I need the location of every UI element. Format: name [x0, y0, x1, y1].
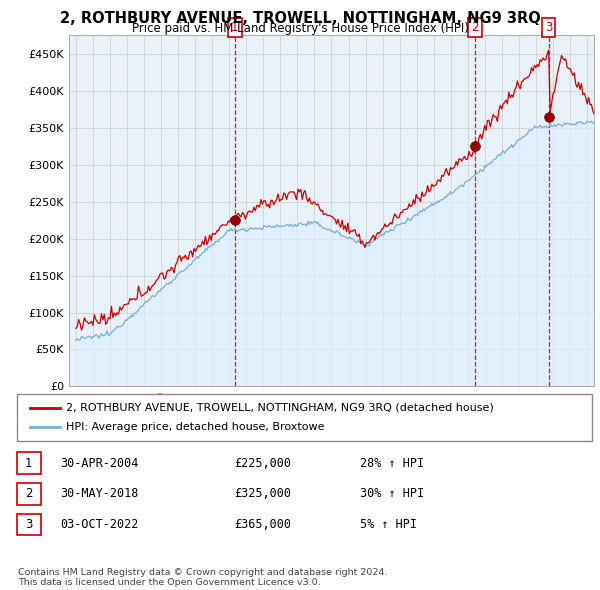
Text: £365,000: £365,000 — [234, 518, 291, 531]
Text: 30-APR-2004: 30-APR-2004 — [60, 457, 139, 470]
Text: 2: 2 — [25, 487, 32, 500]
Text: Price paid vs. HM Land Registry's House Price Index (HPI): Price paid vs. HM Land Registry's House … — [131, 22, 469, 35]
Text: Contains HM Land Registry data © Crown copyright and database right 2024.
This d: Contains HM Land Registry data © Crown c… — [18, 568, 388, 587]
Text: 30-MAY-2018: 30-MAY-2018 — [60, 487, 139, 500]
Text: 2, ROTHBURY AVENUE, TROWELL, NOTTINGHAM, NG9 3RQ (detached house): 2, ROTHBURY AVENUE, TROWELL, NOTTINGHAM,… — [66, 403, 494, 412]
Text: 30% ↑ HPI: 30% ↑ HPI — [360, 487, 424, 500]
Text: £325,000: £325,000 — [234, 487, 291, 500]
Text: 1: 1 — [231, 21, 239, 34]
Text: £225,000: £225,000 — [234, 457, 291, 470]
Text: 2, ROTHBURY AVENUE, TROWELL, NOTTINGHAM, NG9 3RQ: 2, ROTHBURY AVENUE, TROWELL, NOTTINGHAM,… — [59, 11, 541, 25]
Text: 1: 1 — [25, 457, 32, 470]
Text: 03-OCT-2022: 03-OCT-2022 — [60, 518, 139, 531]
Text: 5% ↑ HPI: 5% ↑ HPI — [360, 518, 417, 531]
Text: 3: 3 — [545, 21, 553, 34]
Text: HPI: Average price, detached house, Broxtowe: HPI: Average price, detached house, Brox… — [66, 422, 325, 432]
Text: 2: 2 — [471, 21, 479, 34]
Text: 28% ↑ HPI: 28% ↑ HPI — [360, 457, 424, 470]
Text: 3: 3 — [25, 518, 32, 531]
